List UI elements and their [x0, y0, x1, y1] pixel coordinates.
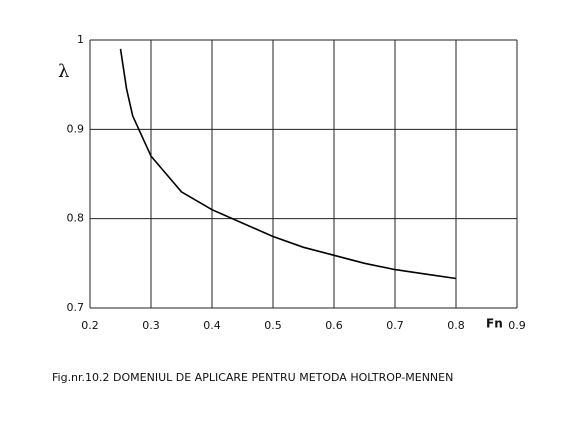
y-tick-label: 0.7: [67, 301, 85, 314]
curve: [119, 48, 457, 280]
x-tick-label: 0.2: [81, 319, 99, 332]
x-tick-label: 0.9: [508, 319, 526, 332]
x-tick-label: 0.7: [386, 319, 404, 332]
x-tick-label: 0.6: [325, 319, 343, 332]
chart-title: Fig.nr.10.2 DOMENIUL DE APLICARE PENTRU …: [52, 371, 453, 384]
x-tick-label: 0.3: [142, 319, 160, 332]
y-tick-label: 1: [77, 33, 84, 46]
x-axis-label: Fn: [486, 317, 503, 331]
x-tick-label: 0.8: [447, 319, 465, 332]
y-axis-label: λ: [58, 61, 69, 82]
y-tick-label: 0.9: [67, 122, 85, 135]
x-tick-label: 0.4: [203, 319, 221, 332]
x-tick-label: 0.5: [264, 319, 282, 332]
y-tick-label: 0.8: [67, 212, 85, 225]
